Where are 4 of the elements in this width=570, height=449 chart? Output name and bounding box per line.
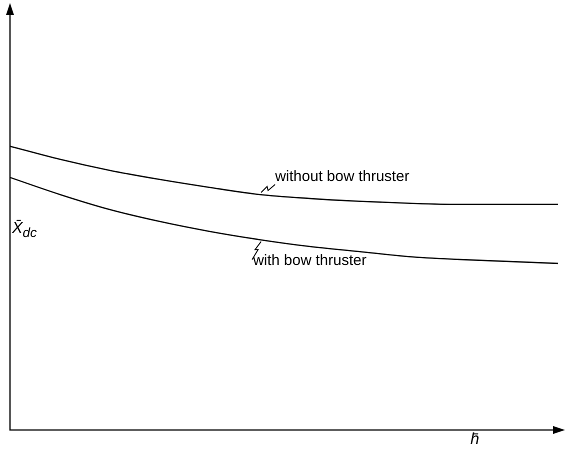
series-label: without bow thruster bbox=[275, 168, 410, 186]
series-label: with bow thruster bbox=[253, 252, 366, 269]
y-axis-title: X̄$_{dc}$ bbox=[12, 220, 37, 240]
x-axis-title: h̄ bbox=[470, 431, 480, 449]
